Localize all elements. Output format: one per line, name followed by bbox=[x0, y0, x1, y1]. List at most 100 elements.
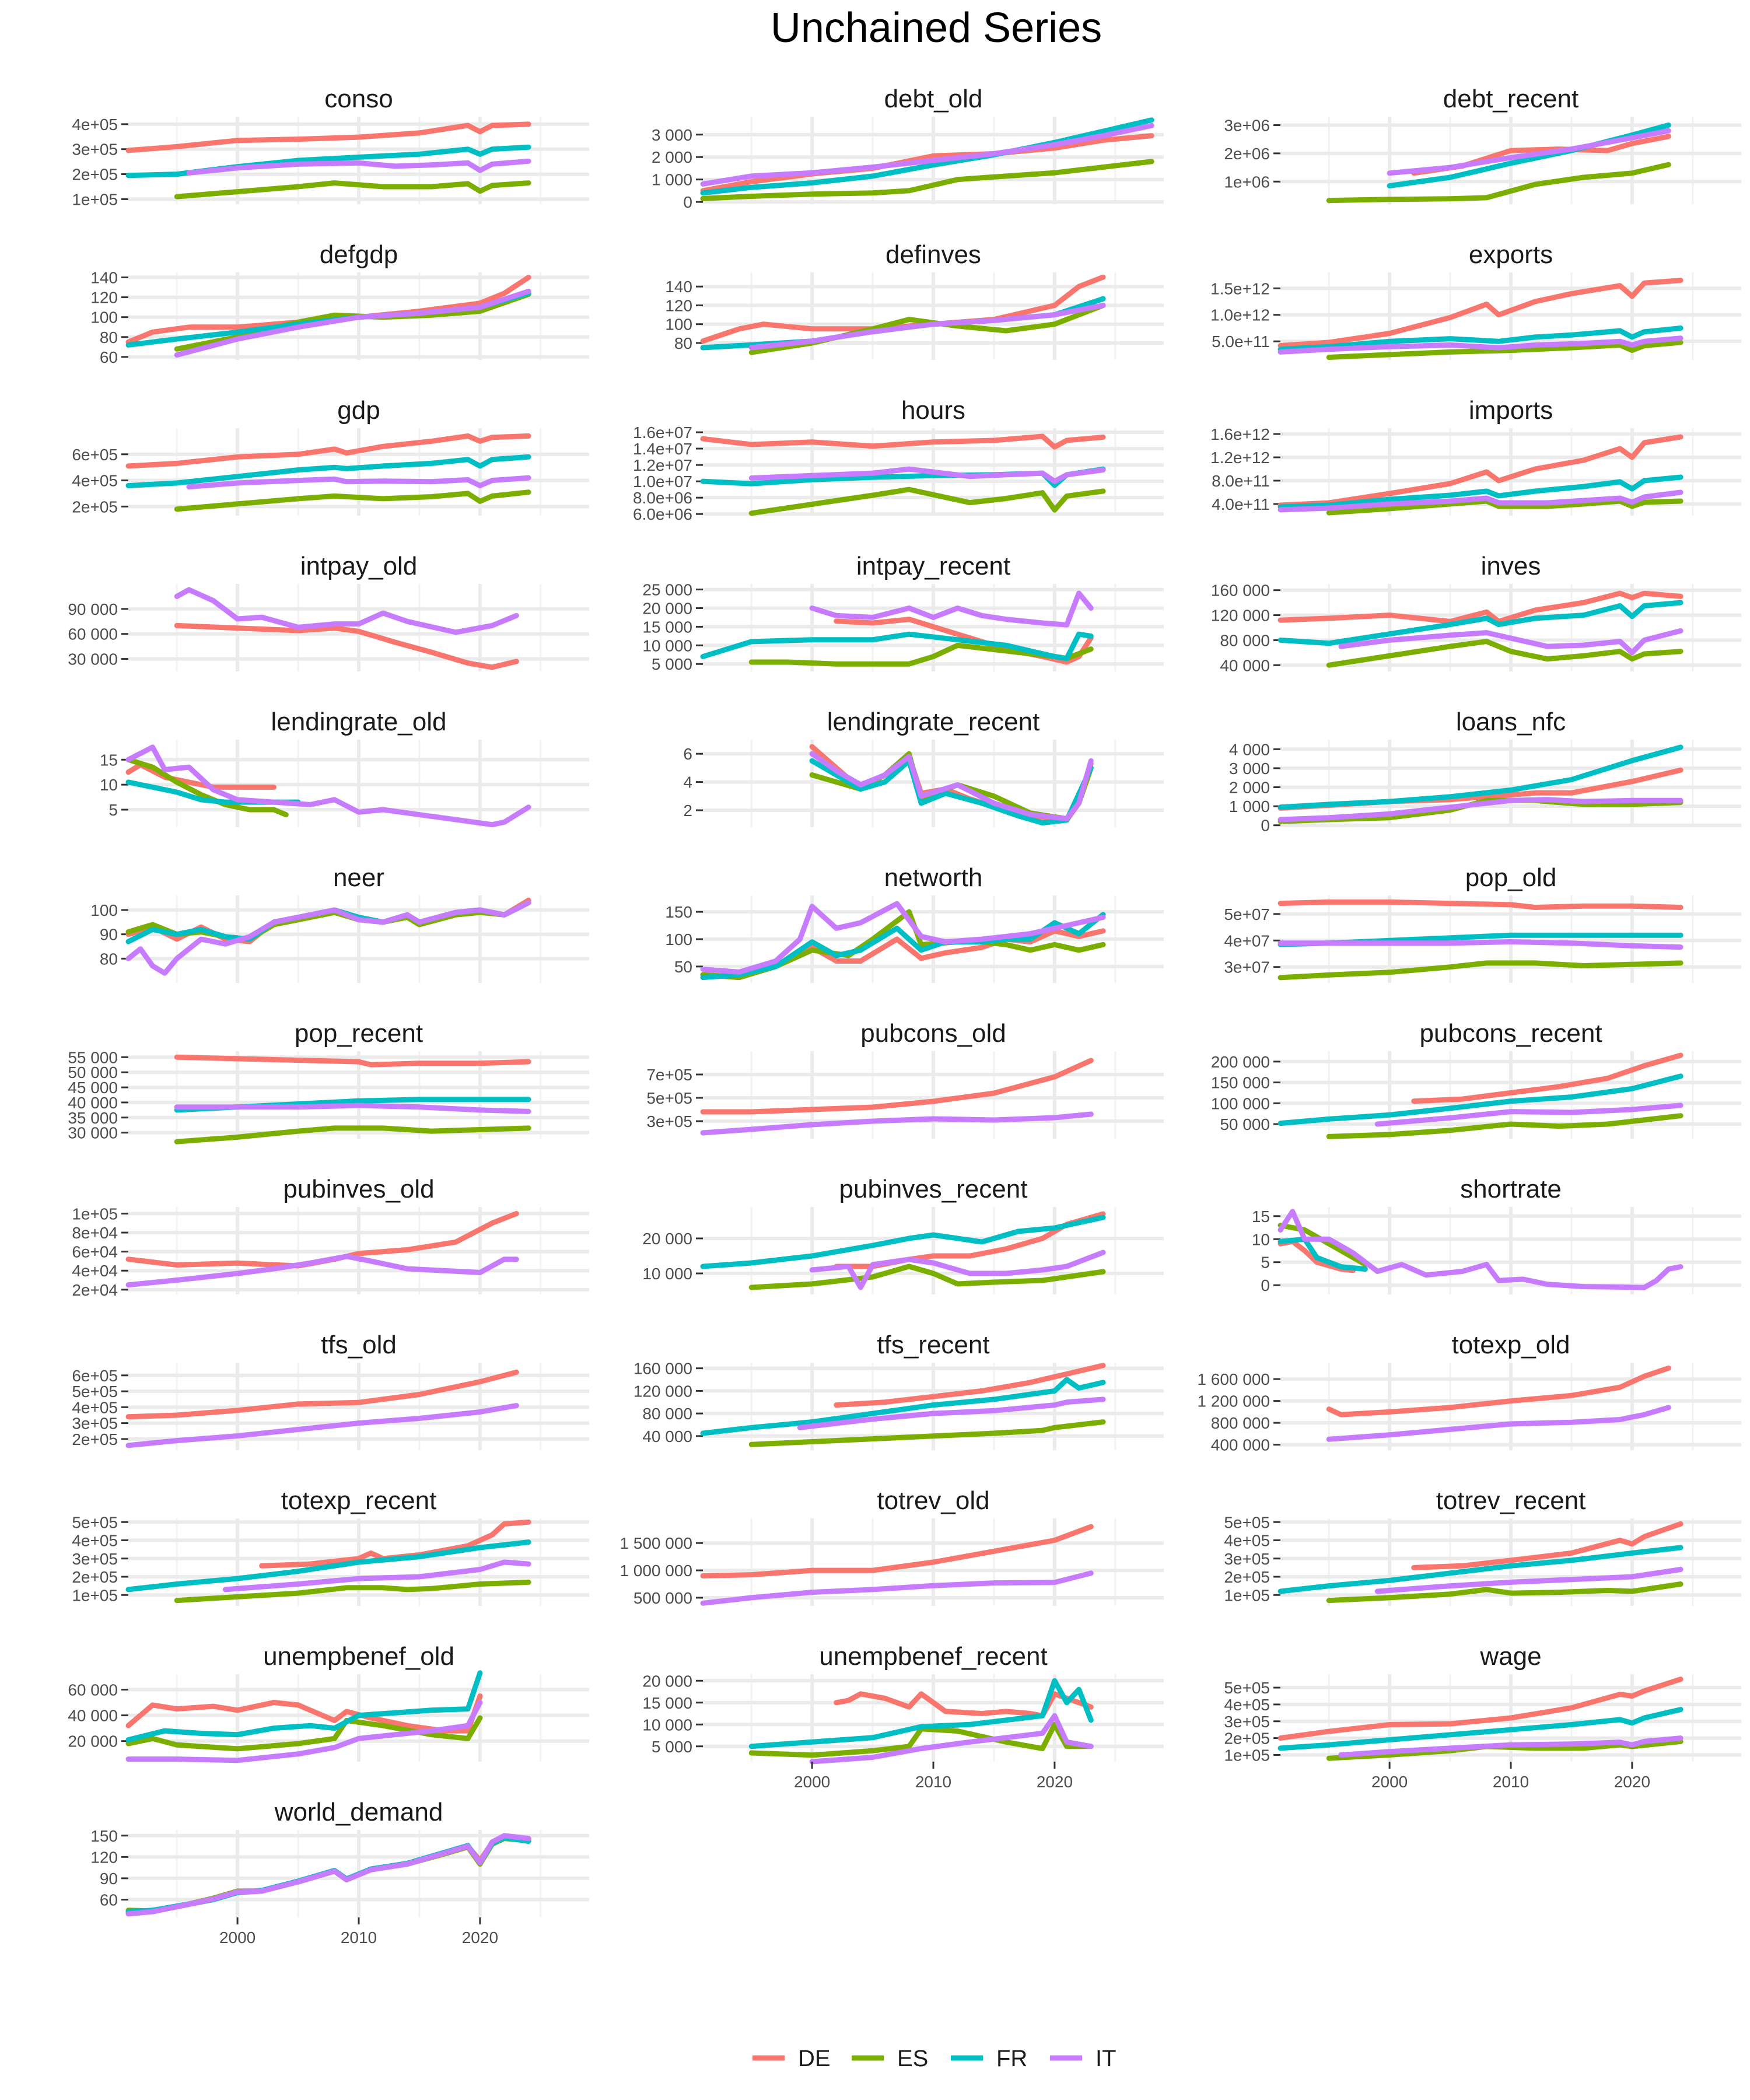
y-tick-label: 2e+04 bbox=[72, 1281, 118, 1299]
series-line-FR bbox=[125, 454, 531, 488]
series-line-ES bbox=[748, 487, 1106, 516]
series-line-IT bbox=[809, 590, 1094, 628]
series-line-IT bbox=[1278, 1209, 1684, 1290]
panel-title: tfs_recent bbox=[877, 1331, 989, 1359]
panel-title: pubcons_recent bbox=[1419, 1019, 1602, 1048]
panel-imports: imports 4.0e+11 8.0e+11 1.2e+12 1.6e+12 bbox=[1210, 396, 1741, 516]
y-tick-label: 1e+05 bbox=[72, 190, 118, 208]
y-tick-label: 20 000 bbox=[68, 1732, 118, 1751]
panel-title: lendingrate_old bbox=[271, 708, 447, 736]
y-tick-label: 100 000 bbox=[1211, 1094, 1270, 1112]
y-tick-label: 15 000 bbox=[642, 618, 692, 636]
panel-unempbenef_old: unempbenef_old 20 000 40 000 60 000 bbox=[68, 1642, 589, 1763]
series-line-DE bbox=[125, 121, 531, 153]
series-line-DE bbox=[1411, 1521, 1684, 1570]
series-line-FR bbox=[809, 758, 1094, 826]
y-tick-label: 2e+05 bbox=[72, 1568, 118, 1586]
legend-item-ES: ES bbox=[852, 2046, 928, 2071]
y-tick-label: 2e+05 bbox=[72, 166, 118, 184]
panel-conso: conso 1e+05 2e+05 3e+05 4e+05 bbox=[72, 85, 589, 208]
y-tick-label: 5e+05 bbox=[1224, 1679, 1270, 1697]
y-tick-label: 60 000 bbox=[68, 625, 118, 643]
y-tick-label: 1.4e+07 bbox=[633, 440, 692, 458]
y-tick-label: 30 000 bbox=[68, 1124, 118, 1142]
series-line-IT bbox=[125, 744, 531, 828]
panel-title: lendingrate_recent bbox=[827, 708, 1040, 736]
y-tick-label: 20 000 bbox=[642, 599, 692, 617]
panel-title: debt_recent bbox=[1443, 85, 1578, 113]
y-tick-label: 1 200 000 bbox=[1197, 1392, 1270, 1410]
y-tick-label: 5e+05 bbox=[1224, 1513, 1270, 1531]
series-line-FR bbox=[1278, 326, 1684, 352]
series-line-ES bbox=[1326, 639, 1684, 668]
panel-exports: exports 5.0e+11 1.0e+12 1.5e+12 bbox=[1210, 240, 1741, 360]
y-tick-label: 0 bbox=[683, 193, 692, 211]
panel-gdp: gdp 2e+05 4e+05 6e+05 bbox=[72, 396, 589, 516]
panel-title: totexp_old bbox=[1451, 1331, 1570, 1359]
y-tick-label: 120 bbox=[90, 1848, 118, 1866]
series-line-IT bbox=[809, 1250, 1106, 1290]
y-tick-label: 2 bbox=[683, 802, 692, 820]
series-line-FR bbox=[700, 1377, 1106, 1436]
y-tick-label: 90 bbox=[100, 926, 118, 944]
x-tick-label: 2000 bbox=[794, 1773, 830, 1791]
series-line-IT bbox=[174, 1102, 531, 1114]
panel-title: world_demand bbox=[274, 1798, 443, 1826]
y-tick-label: 35 000 bbox=[68, 1109, 118, 1127]
panel-title: exports bbox=[1469, 240, 1553, 269]
series-line-FR bbox=[1278, 1236, 1368, 1272]
y-tick-label: 5 000 bbox=[652, 1738, 692, 1756]
y-tick-label: 3e+05 bbox=[646, 1112, 692, 1130]
y-tick-label: 120 000 bbox=[634, 1382, 692, 1400]
series-line-FR bbox=[700, 1214, 1106, 1269]
y-tick-label: 1 000 bbox=[652, 171, 692, 189]
series-line-IT bbox=[1278, 939, 1684, 950]
y-tick-label: 8.0e+11 bbox=[1212, 472, 1270, 490]
x-tick-label: 2010 bbox=[1493, 1773, 1529, 1791]
series-line-IT bbox=[700, 123, 1154, 187]
y-tick-label: 3e+05 bbox=[1224, 1550, 1270, 1568]
y-tick-label: 1.2e+07 bbox=[633, 456, 692, 474]
y-tick-label: 1e+05 bbox=[72, 1205, 118, 1223]
y-tick-label: 40 000 bbox=[68, 1094, 118, 1112]
panel-title: unempbenef_recent bbox=[819, 1642, 1047, 1671]
series-line-IT bbox=[125, 1254, 519, 1288]
y-tick-label: 400 000 bbox=[1211, 1436, 1270, 1454]
series-line-DE bbox=[174, 622, 519, 670]
series-line-IT bbox=[1278, 489, 1684, 513]
y-tick-label: 60 000 bbox=[68, 1681, 118, 1699]
y-tick-label: 3e+07 bbox=[1224, 958, 1270, 977]
panel-title: hours bbox=[901, 396, 965, 425]
series-line-IT bbox=[1326, 1405, 1671, 1442]
panel-title: intpay_recent bbox=[856, 552, 1010, 580]
series-line-ES bbox=[174, 180, 531, 200]
series-line-IT bbox=[222, 1559, 531, 1592]
series-line-DE bbox=[700, 1524, 1094, 1578]
series-line-IT bbox=[1338, 1735, 1684, 1758]
y-tick-label: 25 000 bbox=[642, 581, 692, 599]
series-line-FR bbox=[125, 1539, 531, 1592]
y-tick-label: 6e+05 bbox=[72, 446, 118, 464]
series-line-ES bbox=[1326, 498, 1684, 516]
panel-pubcons_recent: pubcons_recent 50 000 100 000 150 000 200 00… bbox=[1211, 1019, 1741, 1139]
y-tick-label: 4e+05 bbox=[1224, 1532, 1270, 1550]
series-line-IT bbox=[186, 158, 531, 176]
series-line-IT bbox=[797, 1396, 1106, 1430]
y-tick-label: 200 000 bbox=[1211, 1053, 1270, 1071]
y-tick-label: 150 bbox=[90, 1827, 118, 1845]
y-tick-label: 1 000 bbox=[1229, 797, 1270, 816]
y-tick-label: 1.5e+12 bbox=[1210, 279, 1270, 298]
series-line-DE bbox=[1278, 278, 1684, 348]
y-tick-label: 3e+05 bbox=[72, 1550, 118, 1568]
series-line-ES bbox=[174, 1125, 531, 1144]
y-tick-label: 7e+05 bbox=[646, 1066, 692, 1084]
panel-lendingrate_recent: lendingrate_recent 2 4 6 bbox=[683, 708, 1164, 827]
x-tick-label: 2020 bbox=[1614, 1773, 1650, 1791]
y-tick-label: 6 bbox=[683, 745, 692, 763]
y-tick-label: 5e+05 bbox=[72, 1513, 118, 1531]
panel-title: conso bbox=[324, 85, 393, 113]
figure-title: Unchained Series bbox=[771, 5, 1102, 51]
